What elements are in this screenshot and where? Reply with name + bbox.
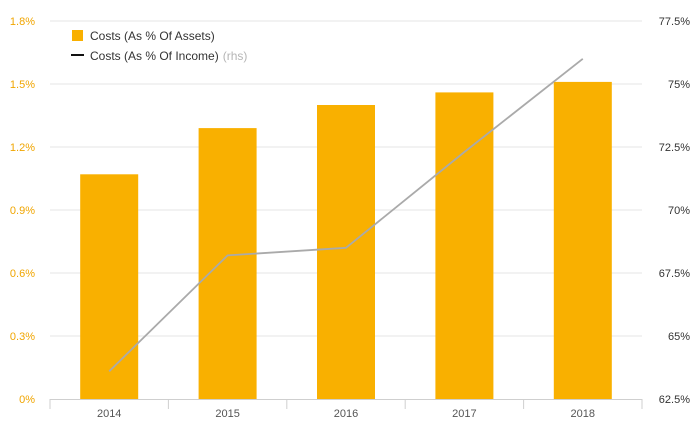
legend: Costs (As % Of Assets) Costs (As % Of In… xyxy=(71,29,247,63)
right-tick-label: 77.5% xyxy=(659,16,690,28)
bar-2018 xyxy=(553,81,612,400)
bar-series xyxy=(80,81,612,400)
left-tick-label: 1.5% xyxy=(10,79,35,91)
left-tick-label: 1.8% xyxy=(10,16,35,28)
x-tick-label-2016: 2016 xyxy=(334,408,358,420)
x-tick-label-2017: 2017 xyxy=(452,408,476,420)
bar-2015 xyxy=(198,128,257,399)
left-tick-label: 0.6% xyxy=(10,268,35,280)
right-tick-label: 72.5% xyxy=(659,142,690,154)
left-tick-label: 1.2% xyxy=(10,142,35,154)
x-tick-label-2014: 2014 xyxy=(97,408,121,420)
line-series xyxy=(108,58,584,372)
right-tick-label: 65% xyxy=(668,331,690,343)
legend-label-line-note: (rhs) xyxy=(223,49,248,63)
legend-label-bar: Costs (As % Of Assets) xyxy=(90,29,215,43)
right-tick-label: 67.5% xyxy=(659,268,690,280)
bar-2017 xyxy=(435,92,494,400)
legend-label-line-text: Costs (As % Of Income) xyxy=(90,49,219,63)
bar-2016 xyxy=(317,105,375,399)
right-tick-label: 75% xyxy=(668,79,690,91)
right-tick-label: 62.5% xyxy=(659,394,690,406)
axes: 2014 2015 2016 2017 2018 0% 0.3% 0.6% 0.9% 1.2% 1.… xyxy=(10,16,690,420)
x-tick-label-2018: 2018 xyxy=(571,408,595,420)
legend-swatch-bar xyxy=(72,30,83,41)
left-tick-label: 0% xyxy=(19,394,35,406)
x-tick-label-2015: 2015 xyxy=(215,408,239,420)
right-tick-label: 70% xyxy=(668,205,690,217)
left-tick-label: 0.9% xyxy=(10,205,35,217)
income-cost-line xyxy=(108,58,584,372)
bar-2014 xyxy=(80,174,139,399)
left-tick-label: 0.3% xyxy=(10,331,35,343)
legend-label-line: Costs (As % Of Income) (rhs) xyxy=(90,49,247,63)
